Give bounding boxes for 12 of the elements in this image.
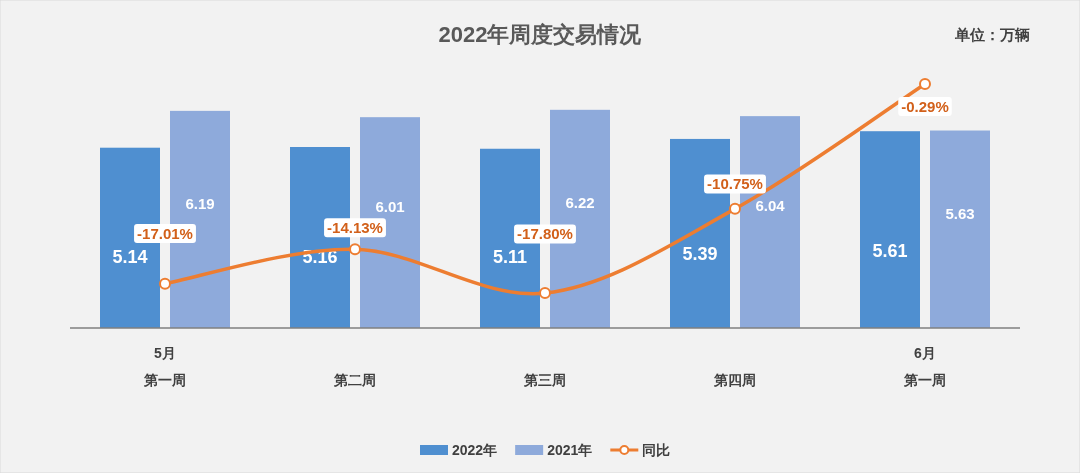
x-tick-label: 6月第一周 [903, 345, 946, 388]
x-tick-label: 第三周 [523, 372, 566, 388]
legend-label: 2021年 [547, 442, 593, 458]
chart-title: 2022年周度交易情况 [438, 22, 643, 47]
text: 单位：万辆 [954, 26, 1030, 43]
legend-label: 同比 [642, 442, 671, 458]
data-label: 5.63 [945, 205, 975, 223]
legend-label: 2022年 [452, 442, 498, 458]
x-tick-label: 第二周 [333, 372, 376, 388]
data-label: 5.14 [112, 247, 148, 268]
x-tick-label: 5月第一周 [143, 345, 186, 388]
x-tick-label: 第四周 [713, 372, 756, 388]
